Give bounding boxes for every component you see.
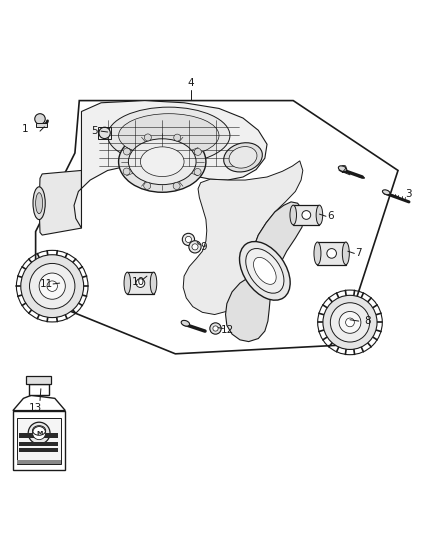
Circle shape [124, 148, 131, 155]
Text: 12: 12 [221, 325, 234, 335]
Circle shape [144, 182, 151, 189]
Circle shape [302, 211, 311, 220]
Circle shape [35, 114, 45, 124]
Circle shape [213, 326, 218, 331]
Bar [13, 410, 65, 470]
Ellipse shape [141, 147, 184, 176]
Bar [293, 205, 319, 225]
Circle shape [210, 323, 221, 334]
Circle shape [339, 311, 361, 333]
Bar [99, 127, 111, 139]
Circle shape [185, 236, 191, 243]
Polygon shape [74, 101, 267, 228]
Circle shape [189, 241, 201, 253]
Circle shape [29, 263, 75, 309]
Circle shape [346, 318, 354, 327]
Bar [318, 242, 346, 265]
Ellipse shape [35, 193, 42, 214]
Circle shape [192, 244, 198, 250]
Circle shape [330, 303, 370, 342]
Text: 13: 13 [29, 403, 42, 414]
Bar [17, 418, 61, 464]
Ellipse shape [246, 248, 284, 293]
Circle shape [39, 273, 65, 299]
Bar [127, 272, 153, 294]
Circle shape [194, 168, 201, 175]
Ellipse shape [119, 131, 206, 192]
Polygon shape [39, 171, 81, 235]
Bar [35, 123, 46, 127]
Circle shape [194, 148, 201, 156]
Bar [28, 384, 49, 395]
Text: 2: 2 [340, 165, 347, 175]
Circle shape [182, 233, 194, 246]
Text: 8: 8 [364, 316, 371, 326]
Circle shape [21, 255, 84, 318]
Text: 3: 3 [406, 189, 412, 199]
Bar [19, 433, 58, 438]
Ellipse shape [150, 272, 157, 294]
Polygon shape [226, 202, 304, 342]
Ellipse shape [254, 257, 276, 284]
Circle shape [327, 248, 336, 258]
Ellipse shape [229, 147, 257, 168]
Bar [19, 441, 58, 446]
Ellipse shape [290, 205, 297, 225]
Polygon shape [35, 101, 398, 354]
Circle shape [28, 422, 50, 444]
Text: 10: 10 [132, 277, 145, 287]
Circle shape [123, 168, 130, 175]
Circle shape [174, 134, 181, 141]
Bar [19, 448, 58, 452]
Text: 6: 6 [327, 211, 334, 221]
Ellipse shape [181, 320, 190, 326]
Text: 11: 11 [40, 279, 53, 289]
Bar [17, 460, 61, 464]
Ellipse shape [224, 143, 262, 172]
Circle shape [136, 279, 145, 287]
Ellipse shape [124, 272, 131, 294]
Text: 1: 1 [21, 124, 28, 134]
Circle shape [99, 127, 110, 139]
Ellipse shape [343, 242, 350, 265]
Circle shape [32, 426, 46, 440]
Text: 4: 4 [187, 78, 194, 88]
Circle shape [323, 295, 377, 350]
Text: 9: 9 [201, 242, 207, 252]
Ellipse shape [128, 139, 196, 184]
Polygon shape [183, 161, 303, 314]
Bar [26, 376, 51, 384]
Ellipse shape [314, 242, 321, 265]
Ellipse shape [108, 107, 230, 164]
Text: 7: 7 [355, 248, 362, 259]
Circle shape [145, 134, 152, 141]
Ellipse shape [382, 190, 390, 195]
Ellipse shape [339, 166, 347, 172]
Circle shape [47, 281, 57, 292]
Ellipse shape [33, 187, 45, 220]
Circle shape [173, 182, 180, 190]
Ellipse shape [316, 205, 323, 225]
Polygon shape [13, 395, 65, 410]
Ellipse shape [240, 241, 290, 300]
Text: M: M [36, 431, 42, 435]
Text: 5: 5 [91, 126, 98, 136]
Ellipse shape [119, 114, 219, 157]
